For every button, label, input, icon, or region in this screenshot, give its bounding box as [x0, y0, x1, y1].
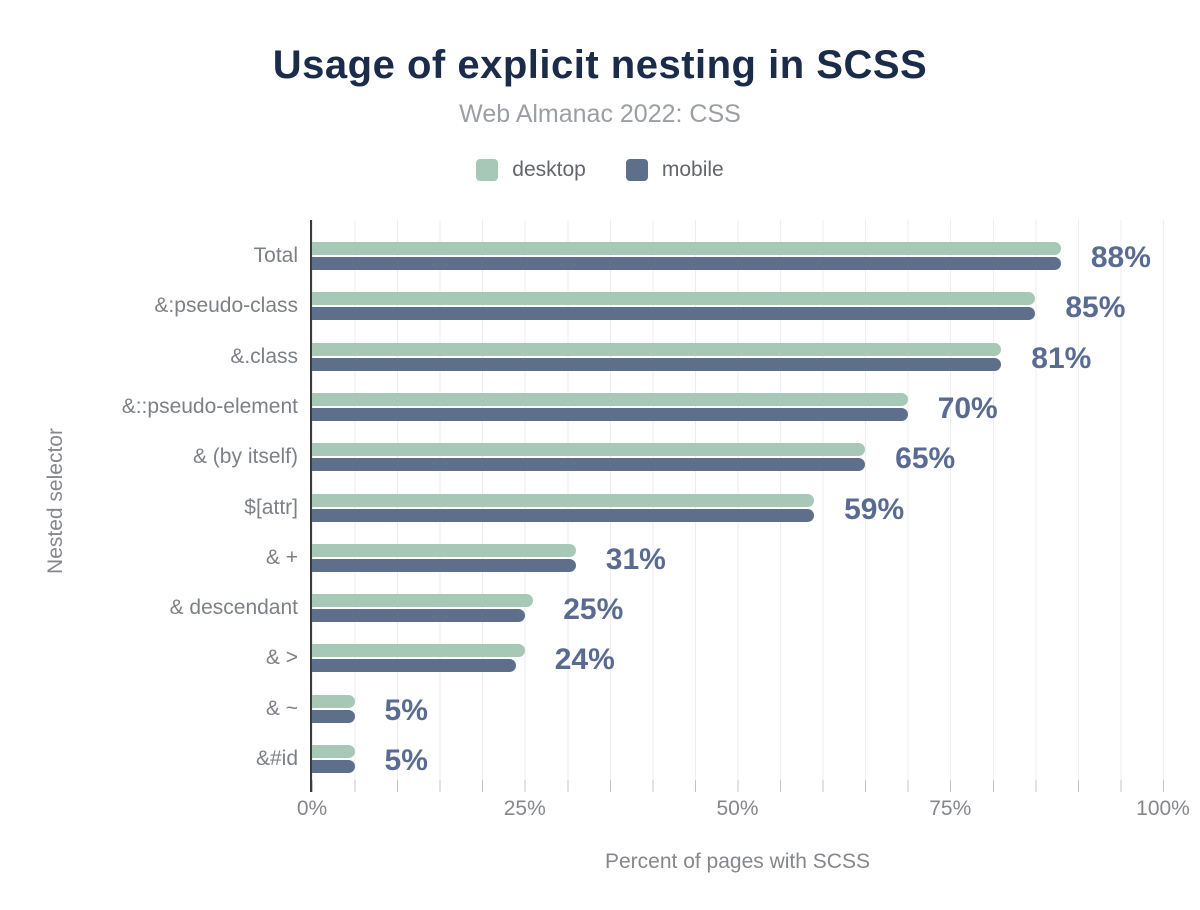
category-label: &#id	[255, 747, 298, 770]
value-label: 24%	[554, 643, 615, 677]
value-label: 25%	[563, 593, 624, 627]
bar-mobile	[312, 357, 1002, 371]
value-label: 65%	[895, 442, 956, 476]
value-label: 88%	[1090, 241, 1151, 274]
legend-item-mobile: mobile	[625, 158, 724, 182]
bar-desktop	[312, 292, 1036, 306]
category-label: & ~	[265, 696, 298, 720]
bar-desktop	[312, 443, 866, 457]
chart-subtitle: Web Almanac 2022: CSS	[459, 100, 741, 128]
category-label: & >	[265, 646, 298, 670]
bar-mobile	[312, 508, 815, 522]
category-label: & +	[265, 545, 298, 569]
bar-mobile	[312, 458, 866, 472]
legend-swatch-desktop	[476, 159, 499, 181]
category-label: &::pseudo-element	[121, 394, 298, 418]
legend-label-desktop: desktop	[512, 158, 586, 181]
value-label: 81%	[1031, 341, 1092, 375]
legend-item-desktop: desktop	[476, 158, 586, 182]
value-label: 59%	[844, 492, 905, 526]
category-label: &.class	[230, 344, 298, 368]
x-tick-label: 0%	[296, 797, 328, 820]
bar-mobile	[312, 659, 517, 673]
value-label: 5%	[384, 744, 428, 777]
bar-mobile	[312, 407, 908, 421]
category-label: $[attr]	[244, 495, 298, 519]
bar-desktop	[312, 493, 815, 507]
bar-mobile	[312, 558, 576, 572]
bar-desktop	[312, 342, 1002, 356]
bar-mobile	[312, 307, 1036, 321]
bar-desktop	[312, 242, 1061, 255]
category-label: & descendant	[169, 596, 298, 620]
bar-mobile	[312, 257, 1061, 270]
bar-mobile	[312, 760, 355, 773]
bar-desktop	[312, 594, 534, 608]
x-tick-label: 50%	[716, 797, 759, 820]
value-label: 85%	[1065, 291, 1126, 325]
bar-desktop	[312, 694, 355, 708]
x-tick-label: 75%	[929, 797, 972, 820]
category-label: & (by itself)	[192, 445, 298, 469]
x-tick-label: 25%	[503, 797, 546, 820]
x-tick-marks	[312, 780, 1164, 792]
value-label: 70%	[937, 391, 998, 425]
value-label: 5%	[384, 693, 428, 727]
bar-mobile	[312, 609, 525, 623]
legend-swatch-mobile	[625, 159, 648, 181]
chart-title: Usage of explicit nesting in SCSS	[272, 43, 928, 87]
bar-mobile	[312, 709, 355, 723]
category-label: &:pseudo-class	[154, 294, 298, 318]
y-axis-line	[310, 220, 312, 792]
legend: desktop mobile	[0, 158, 1200, 182]
x-axis-title: Percent of pages with SCSS	[605, 850, 870, 873]
x-tick-label: 100%	[1136, 797, 1190, 820]
bar-desktop	[312, 392, 908, 406]
bar-desktop	[312, 745, 355, 758]
category-label: Total	[253, 244, 298, 267]
value-label: 31%	[605, 542, 666, 576]
legend-label-mobile: mobile	[661, 158, 724, 181]
bar-desktop	[312, 644, 525, 658]
bar-desktop	[312, 543, 576, 557]
